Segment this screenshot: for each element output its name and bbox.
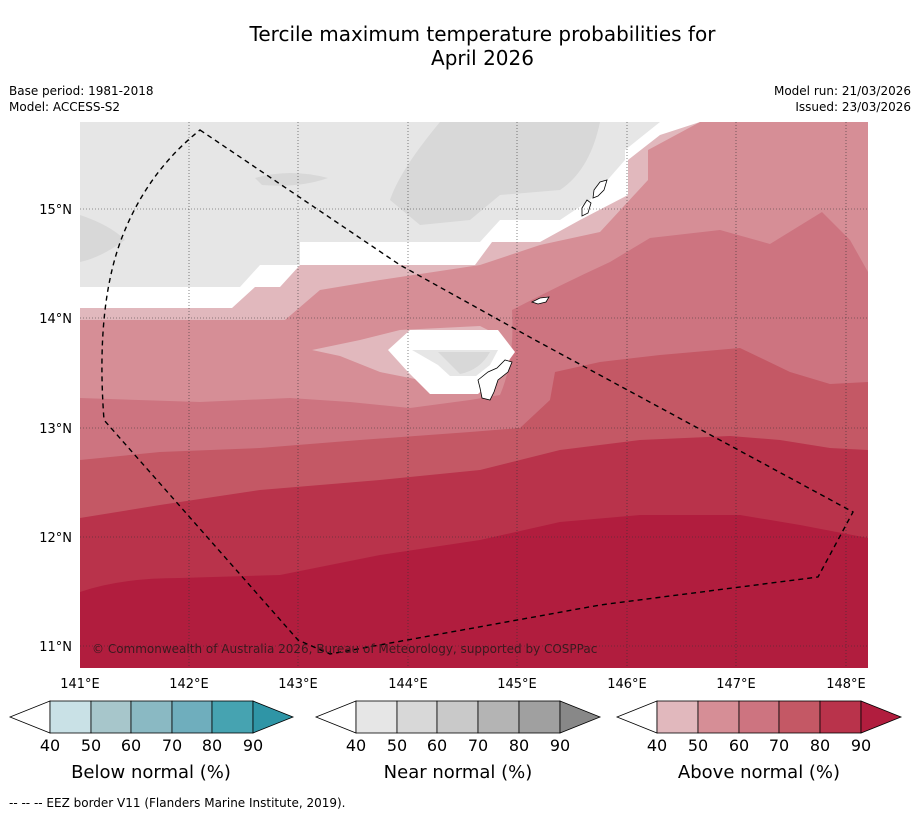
meta-left: Base period: 1981-2018 Model: ACCESS-S2 [9,83,154,115]
issued-date: Issued: 23/03/2026 [795,100,911,114]
colorbar-swatch [355,700,398,734]
colorbar-swatch [477,700,520,734]
colorbar-tick: 70 [468,736,488,755]
colorbar-swatch [518,700,561,734]
model-run: Model run: 21/03/2026 [773,84,911,98]
colorbar-tick: 50 [81,736,101,755]
near-normal-50-region-west [80,215,125,262]
title-line-1: Tercile maximum temperature probabilitie… [249,22,716,46]
model-name: Model: ACCESS-S2 [9,100,121,114]
colorbar-tick: 70 [162,736,182,755]
chart-title: Tercile maximum temperature probabilitie… [0,22,919,70]
colorbar-swatch [656,700,699,734]
probability-field [80,122,868,668]
base-period: Base period: 1981-2018 [9,84,154,98]
above-normal-90-region [80,515,868,668]
title-line-2: April 2026 [431,46,534,70]
colorbar-tick: 40 [346,736,366,755]
colorbar-swatch [49,700,92,734]
copyright-notice: © Commonwealth of Australia 2026, Bureau… [92,642,597,656]
colorbar-swatch [819,700,862,734]
colorbar-tick: 70 [769,736,789,755]
colorbar-label: Above normal (%) [678,762,840,783]
colorbar-label: Near normal (%) [384,762,533,783]
lon-label: 148°E [826,677,866,692]
colorbar-tick: 90 [243,736,263,755]
colorbar-swatch [130,700,173,734]
meta-right: Model run: 21/03/2026 Issued: 23/03/2026 [774,83,911,115]
colorbar-swatch [436,700,479,734]
colorbar-tick: 80 [810,736,830,755]
near-normal-50-region-small [255,173,328,186]
colorbar-below-normal: 40 50 60 70 80 90 Below normal (%) [8,700,295,783]
colorbar-tick: 90 [550,736,570,755]
lat-label: 11°N [39,640,72,655]
colorbar-tick: 50 [688,736,708,755]
lat-axis: 15°N 14°N 13°N 12°N 11°N [39,203,72,655]
tinian-island [581,199,592,217]
lon-label: 143°E [278,677,318,692]
lon-label: 147°E [716,677,756,692]
colorbar-tick: 60 [729,736,749,755]
colorbar-swatch [90,700,132,734]
colorbar-swatch [211,700,254,734]
colorbar-high-arrow [559,700,602,734]
colorbar-high-arrow [252,700,295,734]
colorbar-tick: 40 [647,736,667,755]
colorbar-swatch [738,700,780,734]
colorbar-tick: 60 [121,736,141,755]
eez-border [101,129,854,655]
colorbar-near-normal: 40 50 60 70 80 90 Near normal (%) [314,700,602,783]
saipan-island [592,179,608,199]
rota-island [530,296,550,305]
guam-island [477,359,513,401]
lon-axis: 141°E 142°E 143°E 144°E 145°E 146°E 147°… [60,677,866,692]
colorbar-swatch [778,700,821,734]
colorbar-label: Below normal (%) [71,762,231,783]
lat-label: 13°N [39,422,72,437]
near-normal-50-patch [438,352,490,374]
eez-footnote: -- -- -- EEZ border V11 (Flanders Marine… [9,796,346,810]
colorbar-tick: 40 [40,736,60,755]
colorbar-above-normal: 40 50 60 70 80 90 Above normal (%) [615,700,903,783]
colorbar-swatch [171,700,213,734]
lon-label: 144°E [388,677,428,692]
colorbar-low-arrow [8,700,51,734]
colorbar-high-arrow [860,700,903,734]
colorbar-swatch [697,700,740,734]
colorbar-tick: 90 [851,736,871,755]
colorbar-low-arrow [615,700,658,734]
gridlines [80,122,868,668]
lon-label: 141°E [60,677,100,692]
lon-label: 142°E [169,677,209,692]
colorbar-tick: 80 [509,736,529,755]
lat-label: 12°N [39,531,72,546]
lon-label: 146°E [607,677,647,692]
colorbar-tick: 80 [202,736,222,755]
lat-label: 14°N [39,312,72,327]
colorbar-tick: 50 [387,736,407,755]
colorbar-swatch [396,700,438,734]
lat-label: 15°N [39,203,72,218]
colorbar-low-arrow [314,700,357,734]
lon-label: 145°E [497,677,537,692]
near-normal-50-region-north [390,122,600,225]
colorbar-tick: 60 [427,736,447,755]
